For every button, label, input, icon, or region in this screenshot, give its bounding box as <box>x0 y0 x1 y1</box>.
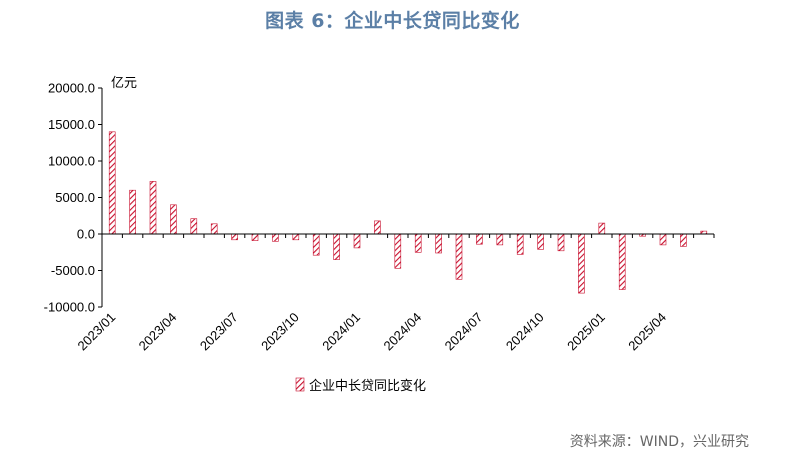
y-tick-label: -5000.0 <box>51 263 95 278</box>
x-tick-label: 2024/07 <box>442 310 486 354</box>
x-tick-label: 2024/10 <box>503 310 547 354</box>
bar-2024-09 <box>516 233 524 255</box>
y-tick-label: 5000.0 <box>55 190 95 205</box>
x-tick-label: 2023/07 <box>197 310 241 354</box>
y-tick-label: 0.0 <box>77 227 95 242</box>
bars-group <box>108 131 708 294</box>
axes-group: 20000.0 15000.0 10000.0 5000.0 0.0 -5000.0 -10… <box>44 81 715 354</box>
bar-2024-02 <box>374 220 381 235</box>
bar-2023-11 <box>312 233 320 256</box>
source-note: 资料来源：WIND，兴业研究 <box>569 434 749 450</box>
bar-2024-10 <box>537 233 544 250</box>
legend: 企业中长贷同比变化 <box>295 377 426 394</box>
x-tick-label: 2025/01 <box>564 310 608 354</box>
page-title: 图表 6：企业中长贷同比变化 <box>265 10 520 32</box>
bar-2023-05 <box>190 218 198 235</box>
bar-2024-08 <box>496 233 504 246</box>
bar-2025-05 <box>680 233 687 247</box>
bar-2024-06 <box>455 233 463 280</box>
legend-label: 企业中长贷同比变化 <box>309 378 426 394</box>
bar-2023-04 <box>170 204 177 235</box>
x-tick-label: 2023/01 <box>74 310 118 354</box>
y-tick-label: 15000.0 <box>48 117 95 132</box>
bar-2023-01 <box>108 131 116 235</box>
x-tick-label: 2023/04 <box>136 310 180 354</box>
bar-2023-10 <box>292 233 300 241</box>
x-tick-label: 2023/10 <box>258 310 302 354</box>
bar-2025-04 <box>659 233 667 246</box>
bar-2023-07 <box>231 233 238 241</box>
y-axis-unit-label: 亿元 <box>111 76 137 91</box>
y-tick-label: -10000.0 <box>44 300 95 315</box>
x-tick-label: 2025/04 <box>625 310 669 354</box>
bar-2025-01 <box>598 222 606 235</box>
bar-2025-02 <box>618 233 626 290</box>
bar-2023-03 <box>149 181 157 235</box>
legend-swatch <box>295 377 305 392</box>
bar-2023-06 <box>210 223 218 235</box>
bar-2024-01 <box>353 233 361 249</box>
bar-2023-08 <box>251 233 259 241</box>
x-tick-label: 2024/01 <box>319 310 363 354</box>
bar-2024-03 <box>394 233 402 269</box>
bar-2023-02 <box>129 189 136 235</box>
x-tick-label: 2024/04 <box>380 310 424 354</box>
y-tick-label: 10000.0 <box>48 154 95 169</box>
bar-2024-11 <box>557 233 565 252</box>
bar-2023-12 <box>333 233 340 260</box>
y-tick-label: 20000.0 <box>48 81 95 96</box>
bar-2024-05 <box>435 233 442 254</box>
bar-2024-12 <box>578 233 585 294</box>
bar-2024-04 <box>414 233 422 253</box>
bar-2023-09 <box>272 233 279 242</box>
bar-2024-07 <box>476 233 483 245</box>
